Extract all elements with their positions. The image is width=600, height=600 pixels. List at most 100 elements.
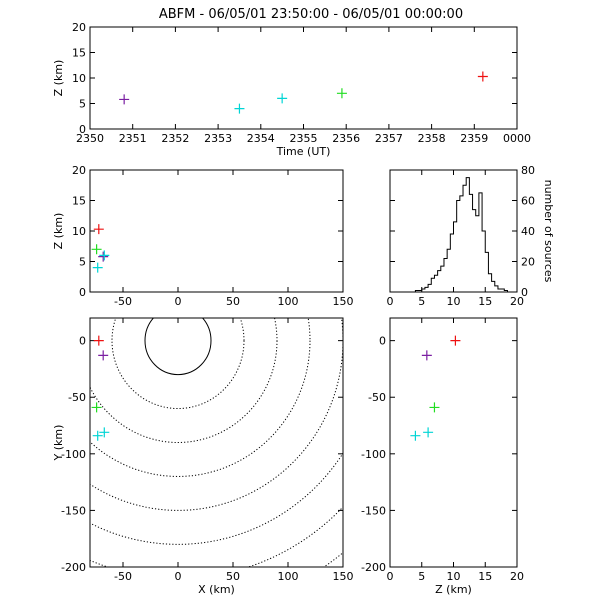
x-tick-label: 0000 (503, 132, 531, 145)
source-marker (336, 88, 347, 99)
x-tick-label: 15 (478, 295, 492, 308)
panel-z-y: 0 5 10 15 20 -200 -150 -100 -50 0 Z (km) (361, 317, 524, 596)
x-tick-label: 20 (510, 570, 524, 583)
x-tick-label: 0 (387, 570, 394, 583)
x-tick-label: 10 (447, 295, 461, 308)
source-marker (119, 94, 130, 105)
source-marker (98, 251, 109, 262)
y-tick-label: 10 (72, 225, 86, 238)
source-marker (429, 402, 440, 413)
source-marker (477, 71, 488, 82)
y-tick-label: 0 (521, 286, 528, 299)
source-marker (93, 335, 104, 346)
source-marker (98, 350, 109, 361)
y-tick-label: 80 (521, 164, 535, 177)
y-tick-label: 20 (72, 164, 86, 177)
y-axis-label: Z (km) (52, 213, 65, 250)
source-marker (93, 224, 104, 235)
source-marker (410, 430, 421, 441)
y-tick-label: 20 (72, 21, 86, 34)
panel-x-z: -50 0 50 100 150 0 5 10 15 20 Z (km) (52, 164, 354, 308)
source-marker (423, 427, 434, 438)
y-tick-label: 0 (79, 335, 86, 348)
y-tick-label: 0 (79, 123, 86, 136)
y-tick-label: -150 (61, 504, 86, 517)
x-tick-label: 150 (333, 570, 354, 583)
histogram-step-line (390, 177, 517, 293)
x-tick-label: 2358 (418, 132, 446, 145)
y-tick-label: -200 (361, 561, 386, 574)
y-tick-label: -50 (68, 391, 86, 404)
x-tick-label: 2356 (332, 132, 360, 145)
x-tick-label: -50 (114, 295, 132, 308)
range-rings (90, 318, 343, 567)
x-tick-label: 0 (175, 295, 182, 308)
y-tick-label: 15 (72, 195, 86, 208)
y-tick-label: -150 (361, 504, 386, 517)
x-tick-label: 100 (278, 295, 299, 308)
source-marker (91, 244, 102, 255)
source-marker (99, 250, 110, 261)
x-tick-label: 5 (418, 295, 425, 308)
y-tick-label: 5 (79, 256, 86, 269)
source-marker (91, 402, 102, 413)
x-axis-label: X (km) (198, 583, 235, 596)
y-axis-label: Z (km) (52, 60, 65, 97)
x-tick-label: 50 (226, 295, 240, 308)
y-axis-label: Y (km) (52, 425, 65, 462)
plot-frame (89, 26, 518, 130)
y-tick-label: -100 (61, 448, 86, 461)
y-tick-label: 5 (79, 98, 86, 111)
figure-title: ABFM - 06/05/01 23:50:00 - 06/05/01 00:0… (159, 7, 463, 22)
y-tick-label: 0 (379, 335, 386, 348)
x-tick-label: 50 (226, 570, 240, 583)
y-tick-label: -100 (361, 448, 386, 461)
x-tick-label: -50 (114, 570, 132, 583)
plot-frame (389, 317, 518, 568)
x-tick-label: 2353 (204, 132, 232, 145)
y-axis-label: number of sources (542, 180, 555, 283)
y-tick-label: 10 (72, 72, 86, 85)
range-ring (90, 318, 311, 477)
panel-time-z: 2350 2351 2352 2353 2354 2355 2356 2357 2358 2359… (52, 21, 531, 158)
source-marker (99, 427, 110, 438)
x-tick-label: 2352 (161, 132, 189, 145)
x-tick-label: 100 (278, 570, 299, 583)
y-tick-label: 20 (521, 256, 535, 269)
y-tick-label: -50 (368, 391, 386, 404)
range-ring (90, 318, 343, 511)
x-tick-label: 2359 (460, 132, 488, 145)
y-tick-label: 15 (72, 47, 86, 60)
x-axis-label: Z (km) (435, 583, 472, 596)
source-marker (92, 262, 103, 273)
y-tick-label: 40 (521, 225, 535, 238)
source-marker (92, 430, 103, 441)
x-tick-label: 5 (418, 570, 425, 583)
plot-frame (89, 169, 344, 293)
y-tick-label: -200 (61, 561, 86, 574)
range-ring (90, 318, 278, 443)
source-marker (421, 350, 432, 361)
x-tick-label: 10 (447, 570, 461, 583)
x-tick-label: 0 (387, 295, 394, 308)
x-axis-label: Time (UT) (276, 145, 331, 158)
range-ring (144, 318, 212, 376)
source-marker (234, 103, 245, 114)
source-marker (450, 335, 461, 346)
x-tick-label: 2357 (375, 132, 403, 145)
y-tick-label: 60 (521, 195, 535, 208)
x-tick-label: 2351 (119, 132, 147, 145)
x-tick-label: 15 (478, 570, 492, 583)
x-tick-label: 2354 (247, 132, 275, 145)
range-ring (322, 551, 343, 567)
x-tick-label: 0 (175, 570, 182, 583)
y-tick-label: 0 (79, 286, 86, 299)
source-marker (277, 93, 288, 104)
x-tick-label: 2355 (290, 132, 318, 145)
range-ring (90, 452, 343, 545)
range-ring (111, 318, 245, 410)
plot-frame (89, 317, 344, 568)
x-tick-label: 20 (510, 295, 524, 308)
